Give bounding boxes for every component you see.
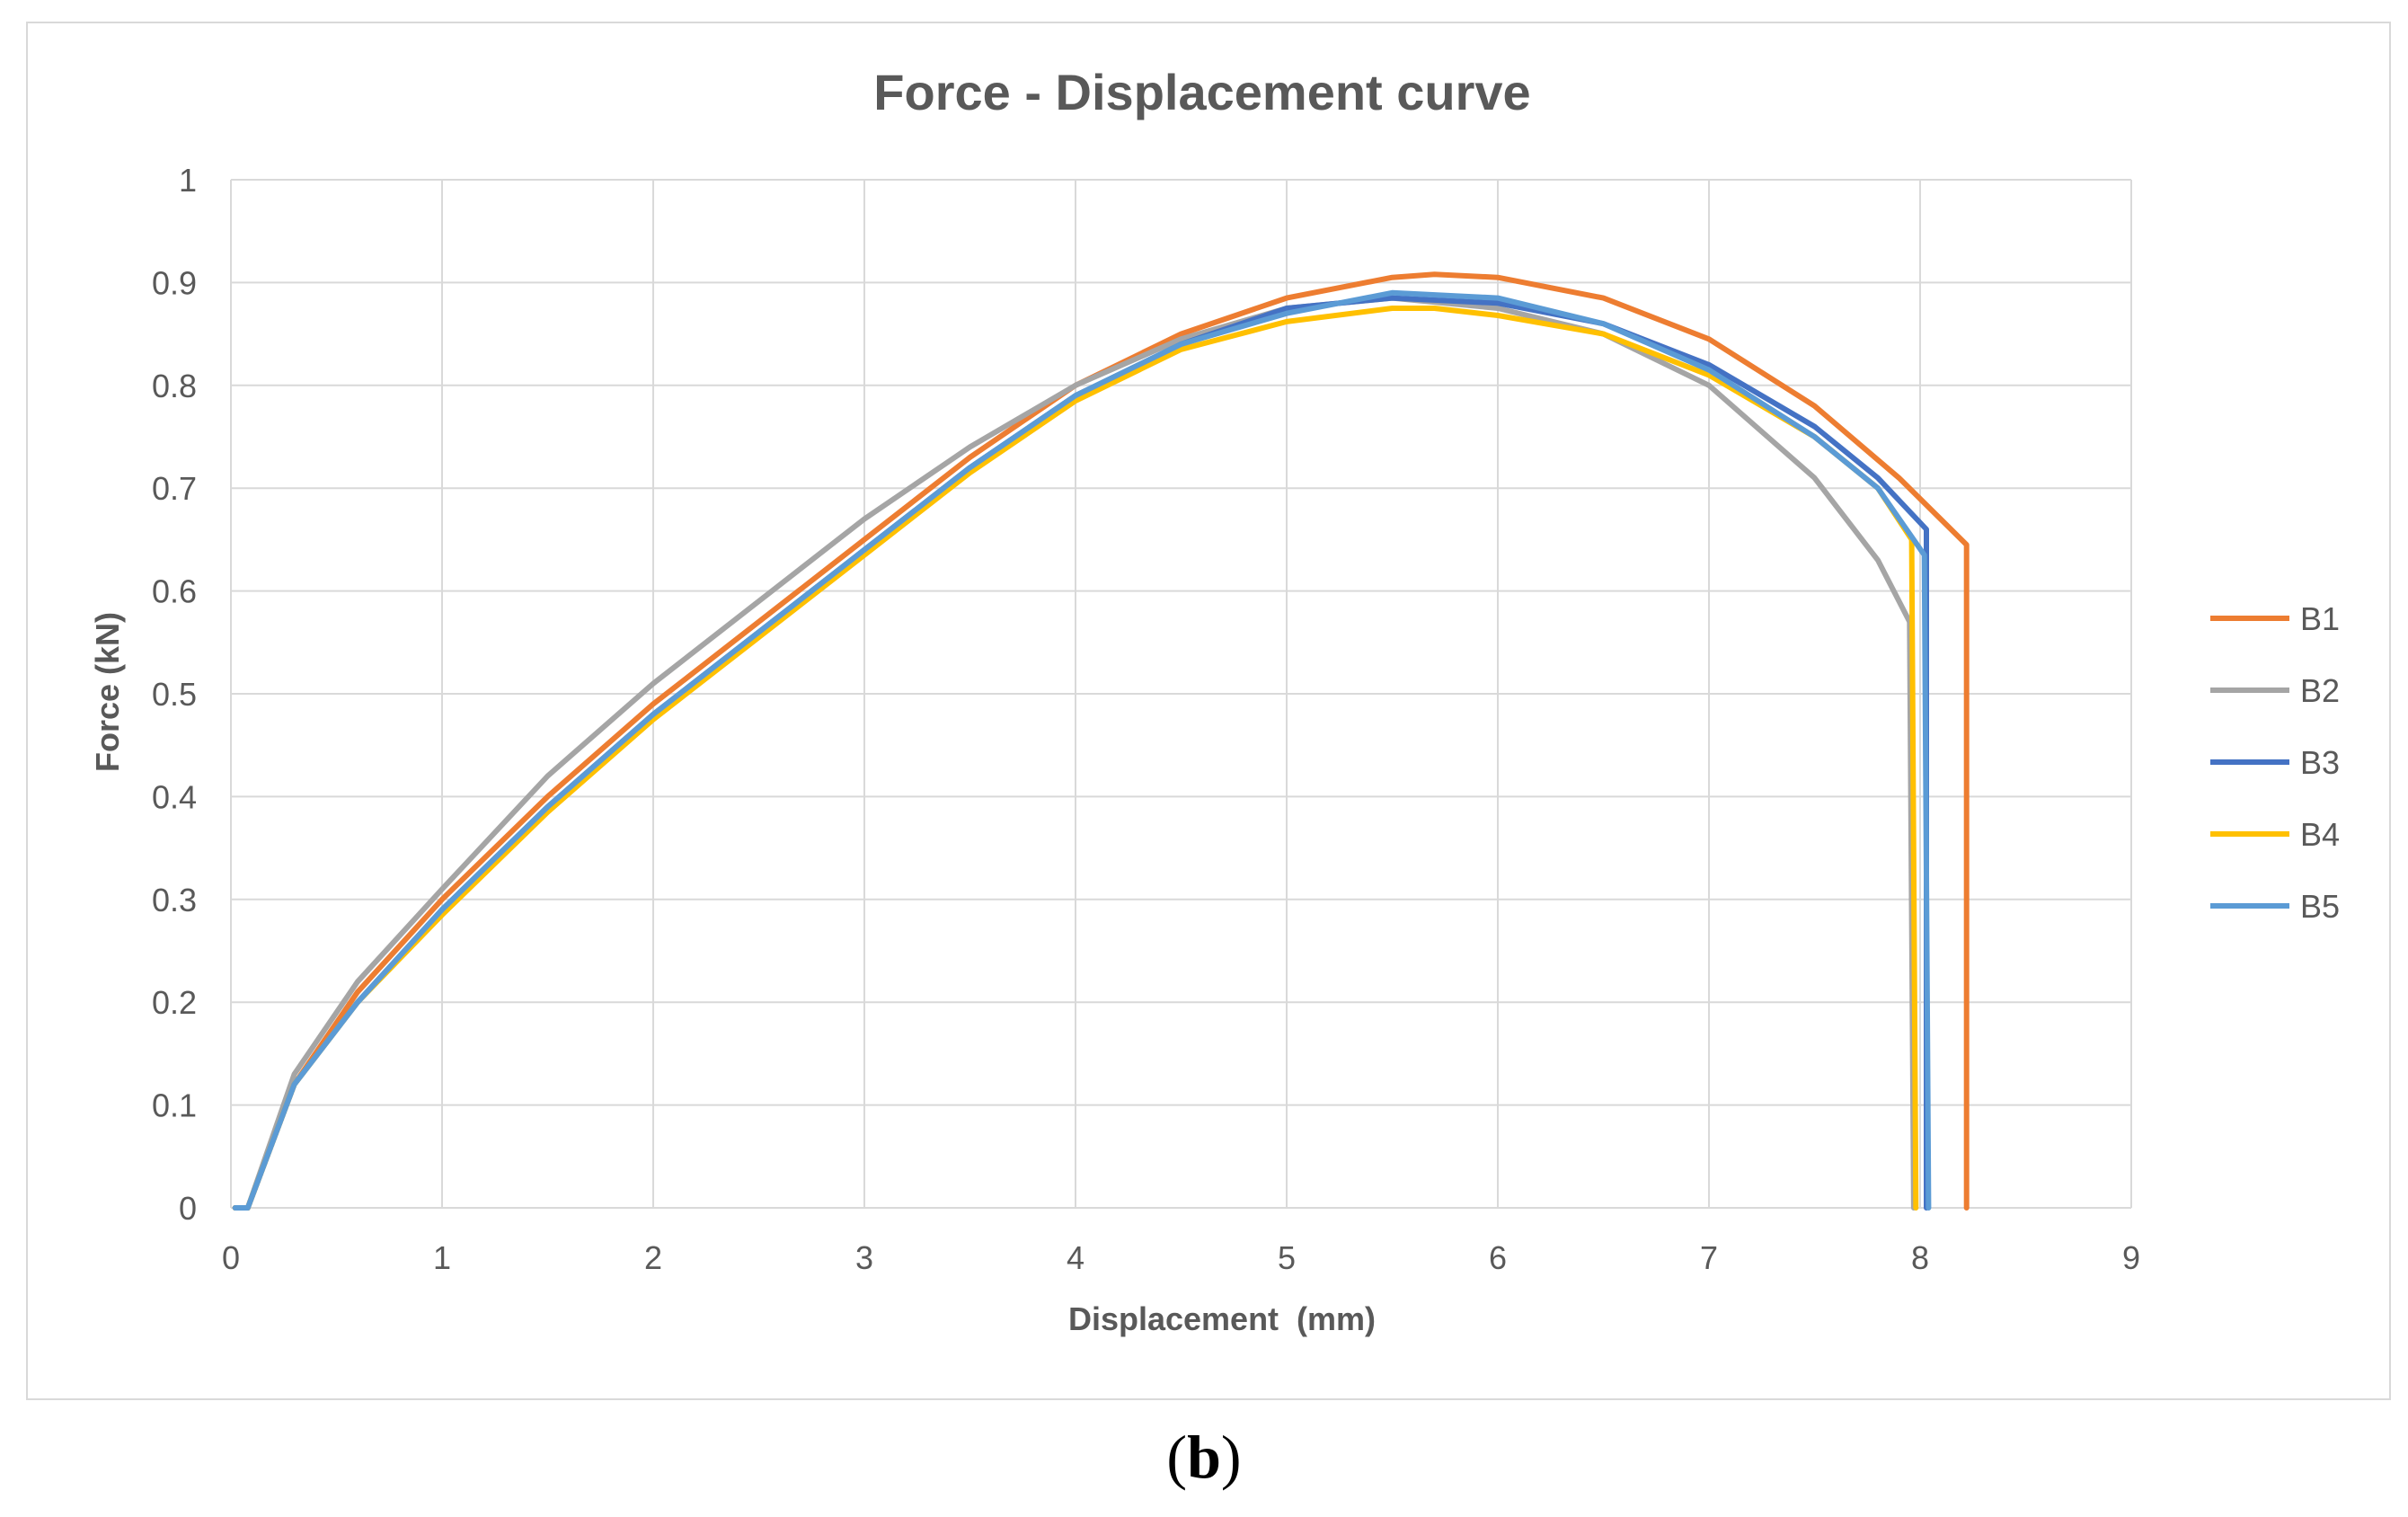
y-tick-label: 0.9 bbox=[152, 264, 197, 301]
y-tick-label: 0.3 bbox=[152, 882, 197, 918]
x-tick-label: 6 bbox=[1489, 1239, 1507, 1276]
series-line-b1 bbox=[232, 271, 1970, 1211]
chart-frame bbox=[26, 22, 2391, 1400]
x-tick-label: 8 bbox=[1911, 1239, 1929, 1276]
legend-label: B5 bbox=[2300, 888, 2340, 925]
y-axis-ticks: 0 0.1 0.2 0.3 0.4 0.5 0.6 0.7 0.8 0.9 1 bbox=[152, 162, 197, 1227]
series-line-b2 bbox=[232, 295, 1917, 1211]
grid bbox=[230, 179, 2132, 1209]
legend-item-b5: B5 bbox=[2210, 888, 2340, 925]
caption-close-paren: ) bbox=[1220, 1423, 1242, 1491]
y-tick-label: 0 bbox=[179, 1190, 197, 1227]
series-line-b3 bbox=[232, 295, 1929, 1211]
caption-letter: b bbox=[1187, 1423, 1221, 1491]
x-tick-label: 9 bbox=[2122, 1239, 2140, 1276]
y-tick-label: 0.7 bbox=[152, 470, 197, 507]
legend: B1 B2 B3 B4 B5 bbox=[2210, 600, 2340, 925]
series-lines bbox=[232, 271, 1970, 1211]
chart-title: Force - Displacement curve bbox=[873, 64, 1530, 120]
y-axis-label: Force (kN) bbox=[89, 612, 126, 772]
y-tick-label: 0.6 bbox=[152, 573, 197, 610]
legend-item-b4: B4 bbox=[2210, 816, 2340, 853]
x-tick-label: 5 bbox=[1278, 1239, 1296, 1276]
legend-label: B2 bbox=[2300, 672, 2340, 709]
x-tick-label: 2 bbox=[644, 1239, 662, 1276]
legend-label: B1 bbox=[2300, 600, 2340, 637]
x-tick-label: 0 bbox=[222, 1239, 240, 1276]
y-tick-label: 0.4 bbox=[152, 778, 197, 815]
x-tick-label: 1 bbox=[433, 1239, 451, 1276]
y-tick-label: 0.8 bbox=[152, 368, 197, 404]
x-axis-label: Displacement (mm) bbox=[1068, 1300, 1376, 1337]
y-tick-label: 0.2 bbox=[152, 984, 197, 1021]
legend-item-b1: B1 bbox=[2210, 600, 2340, 637]
caption-open-paren: ( bbox=[1166, 1423, 1188, 1491]
figure-caption: (b) bbox=[0, 1422, 2408, 1493]
x-tick-label: 7 bbox=[1700, 1239, 1718, 1276]
y-tick-label: 1 bbox=[179, 162, 197, 199]
legend-item-b2: B2 bbox=[2210, 672, 2340, 709]
y-tick-label: 0.5 bbox=[152, 676, 197, 713]
series-line-b5 bbox=[232, 289, 1932, 1211]
x-axis-ticks: 0 1 2 3 4 5 6 7 8 9 bbox=[222, 1239, 2140, 1276]
legend-label: B4 bbox=[2300, 816, 2340, 853]
legend-item-b3: B3 bbox=[2210, 744, 2340, 781]
y-tick-label: 0.1 bbox=[152, 1087, 197, 1124]
legend-label: B3 bbox=[2300, 744, 2340, 781]
x-tick-label: 3 bbox=[855, 1239, 873, 1276]
x-tick-label: 4 bbox=[1067, 1239, 1084, 1276]
